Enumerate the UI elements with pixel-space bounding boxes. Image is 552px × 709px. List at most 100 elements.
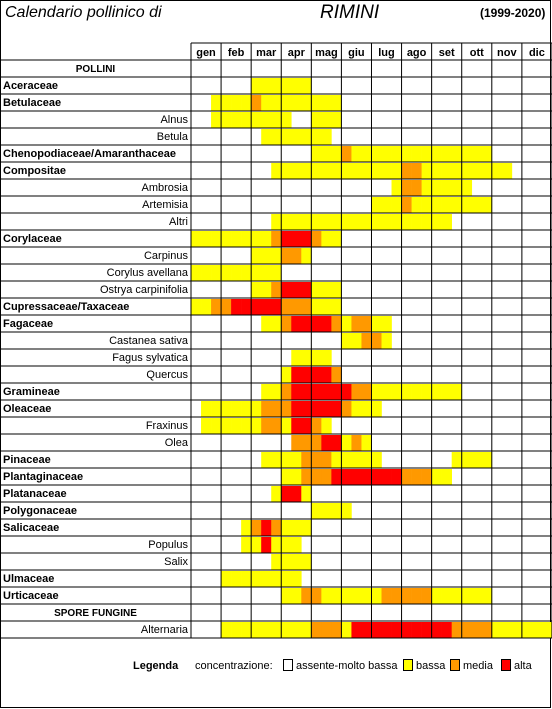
cell-alternaria-11 xyxy=(301,622,312,638)
cell-corylus-avellana-2 xyxy=(211,265,222,281)
cell-ostrya-carpinifolia-11 xyxy=(301,282,312,298)
cell-cupressaceae-taxaceae-9 xyxy=(281,299,292,315)
cell-betulaceae-6 xyxy=(251,95,262,111)
cell-altri-22 xyxy=(411,214,422,230)
cell-altri-8 xyxy=(271,214,282,230)
cell-ulmaceae-3 xyxy=(221,571,232,587)
cell-artemisia-24 xyxy=(431,197,442,213)
cell-cupressaceae-taxaceae-11 xyxy=(301,299,312,315)
cell-urticaceae-26 xyxy=(451,588,463,604)
cell-compositae-13 xyxy=(321,163,332,179)
cell-ulmaceae-5 xyxy=(241,571,252,587)
cell-cupressaceae-taxaceae-13 xyxy=(321,299,332,315)
cell-platanaceae-9 xyxy=(281,486,292,502)
legend-label-none: assente-molto bassa xyxy=(296,660,398,672)
cell-chenopodiaceae-amaranthaceae-15 xyxy=(341,146,352,162)
cell-compositae-23 xyxy=(421,163,432,179)
cell-oleaceae-18 xyxy=(371,401,382,417)
cell-salicaceae-7 xyxy=(261,520,272,536)
cell-fagus-sylvatica-13 xyxy=(321,350,332,366)
cell-urticaceae-21 xyxy=(401,588,412,604)
cell-carpinus-7 xyxy=(261,248,272,264)
cell-betula-12 xyxy=(311,129,322,145)
cell-ambrosia-22 xyxy=(411,180,422,196)
cell-quercus-11 xyxy=(301,367,312,383)
cell-alnus-2 xyxy=(211,112,222,128)
cell-fagaceae-11 xyxy=(301,316,312,332)
cell-gramineae-16 xyxy=(351,384,362,400)
cell-compositae-24 xyxy=(431,163,442,179)
cell-fagaceae-10 xyxy=(291,316,302,332)
cell-artemisia-27 xyxy=(461,197,473,213)
cell-fraxinus-7 xyxy=(261,418,272,434)
cell-corylaceae-10 xyxy=(291,231,302,247)
cell-alternaria-13 xyxy=(321,622,332,638)
cell-chenopodiaceae-amaranthaceae-14 xyxy=(331,146,342,162)
cell-fagus-sylvatica-12 xyxy=(311,350,322,366)
cell-fraxinus-5 xyxy=(241,418,252,434)
row-label-betulaceae: Betulaceae xyxy=(3,97,61,109)
cell-betula-7 xyxy=(261,129,272,145)
cell-corylus-avellana-3 xyxy=(221,265,232,281)
cell-altri-14 xyxy=(331,214,342,230)
cell-populus-10 xyxy=(291,537,302,553)
cell-fagaceae-7 xyxy=(261,316,272,332)
cell-chenopodiaceae-amaranthaceae-27 xyxy=(461,146,473,162)
cell-salix-11 xyxy=(301,554,312,570)
cell-artemisia-23 xyxy=(421,197,432,213)
cell-alternaria-24 xyxy=(431,622,442,638)
cell-gramineae-17 xyxy=(361,384,372,400)
cell-corylaceae-13 xyxy=(321,231,332,247)
row-label-fagus-sylvatica: Fagus sylvatica xyxy=(112,352,189,364)
cell-alternaria-19 xyxy=(381,622,392,638)
cell-fraxinus-9 xyxy=(281,418,292,434)
cell-betula-8 xyxy=(271,129,282,145)
cell-chenopodiaceae-amaranthaceae-13 xyxy=(321,146,332,162)
cell-chenopodiaceae-amaranthaceae-24 xyxy=(431,146,442,162)
cell-fraxinus-2 xyxy=(211,418,222,434)
cell-gramineae-10 xyxy=(291,384,302,400)
cell-quercus-10 xyxy=(291,367,302,383)
cell-fagaceae-19 xyxy=(381,316,392,332)
cell-compositae-29 xyxy=(481,163,493,179)
cell-quercus-14 xyxy=(331,367,342,383)
cell-plantaginaceae-22 xyxy=(411,469,422,485)
cell-pinaceae-27 xyxy=(461,452,473,468)
cell-urticaceae-23 xyxy=(421,588,432,604)
cell-ulmaceae-9 xyxy=(281,571,292,587)
cell-alternaria-7 xyxy=(261,622,272,638)
cell-urticaceae-20 xyxy=(391,588,402,604)
cell-artemisia-18 xyxy=(371,197,382,213)
cell-compositae-8 xyxy=(271,163,282,179)
cell-alternaria-32 xyxy=(511,622,523,638)
cell-gramineae-23 xyxy=(421,384,432,400)
row-label-alternaria: Alternaria xyxy=(141,624,189,636)
cell-plantaginaceae-15 xyxy=(341,469,352,485)
cell-compositae-16 xyxy=(351,163,362,179)
cell-corylus-avellana-7 xyxy=(261,265,272,281)
month-label-gen: gen xyxy=(196,47,216,59)
cell-alternaria-18 xyxy=(371,622,382,638)
cell-chenopodiaceae-amaranthaceae-26 xyxy=(451,146,463,162)
row-label-salix: Salix xyxy=(164,556,188,568)
legend-label-high: alta xyxy=(514,660,532,672)
cell-altri-17 xyxy=(361,214,372,230)
cell-artemisia-26 xyxy=(451,197,463,213)
cell-corylaceae-9 xyxy=(281,231,292,247)
cell-urticaceae-19 xyxy=(381,588,392,604)
cell-polygonaceae-15 xyxy=(341,503,352,519)
cell-urticaceae-17 xyxy=(361,588,372,604)
cell-altri-18 xyxy=(371,214,382,230)
cell-urticaceae-10 xyxy=(291,588,302,604)
cell-olea-11 xyxy=(301,435,312,451)
cell-betulaceae-13 xyxy=(321,95,332,111)
cell-urticaceae-11 xyxy=(301,588,312,604)
cell-corylaceae-7 xyxy=(261,231,272,247)
cell-cupressaceae-taxaceae-5 xyxy=(241,299,252,315)
month-label-ago: ago xyxy=(407,47,427,59)
cell-gramineae-12 xyxy=(311,384,322,400)
cell-populus-5 xyxy=(241,537,252,553)
row-label-betula: Betula xyxy=(157,131,189,143)
cell-compositae-10 xyxy=(291,163,302,179)
